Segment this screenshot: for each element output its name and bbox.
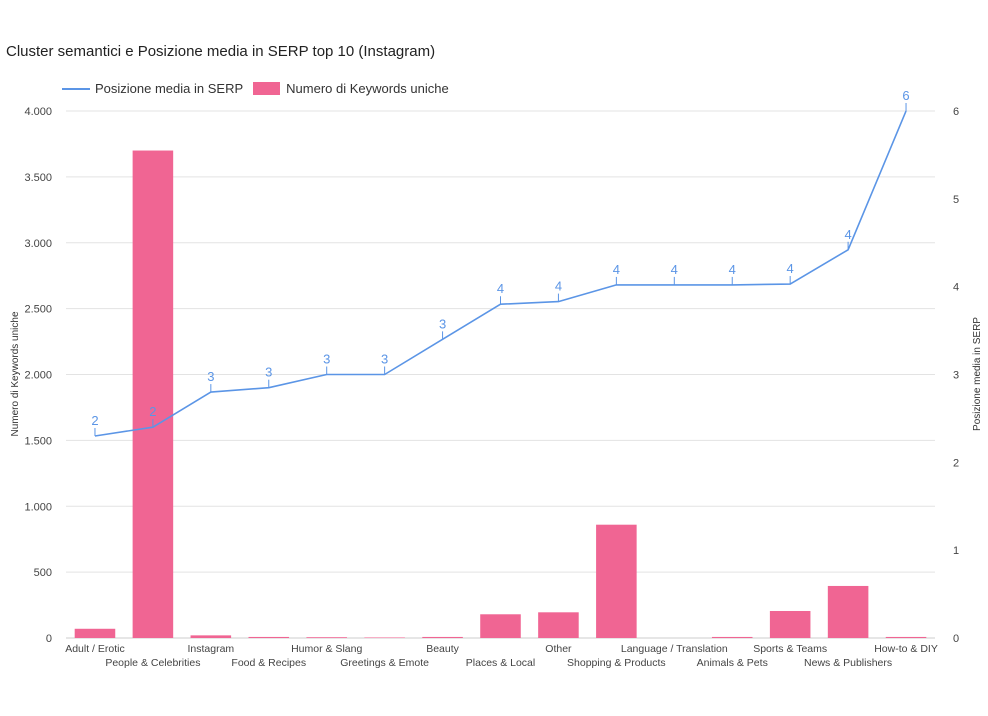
x-tick-label: Food & Recipes <box>231 657 306 669</box>
y-axis-title-right: Posizione media in SERP <box>972 317 983 431</box>
line-data-label: 3 <box>439 316 446 331</box>
chart-legend: Posizione media in SERP Numero di Keywor… <box>62 81 459 96</box>
y-tick-label-left: 500 <box>34 567 52 579</box>
legend-label-bar: Numero di Keywords uniche <box>286 81 449 96</box>
line-data-label: 4 <box>497 281 504 296</box>
y-tick-label-right: 6 <box>953 106 959 118</box>
line-data-label: 4 <box>613 262 620 277</box>
x-tick-label: Shopping & Products <box>567 657 666 669</box>
bar-14 <box>885 636 927 638</box>
line-data-label: 2 <box>149 404 156 419</box>
x-tick-label: Language / Translation <box>621 643 728 655</box>
x-tick-label: Beauty <box>426 643 459 655</box>
line-data-label: 6 <box>902 88 909 103</box>
x-tick-label: Sports & Teams <box>753 643 827 655</box>
bar-1 <box>132 150 174 638</box>
y-tick-label-right: 4 <box>953 282 959 294</box>
line-data-label: 3 <box>323 352 330 367</box>
y-tick-label-right: 1 <box>953 545 959 557</box>
y-tick-label-right: 0 <box>953 633 959 645</box>
legend-item-line[interactable]: Posizione media in SERP <box>62 81 243 96</box>
legend-label-line: Posizione media in SERP <box>95 81 244 96</box>
line-data-label: 3 <box>381 352 388 367</box>
y-tick-label-left: 1.500 <box>24 435 52 447</box>
line-data-label: 4 <box>729 262 736 277</box>
y-tick-label-left: 3.000 <box>24 238 52 250</box>
y-tick-label-left: 2.500 <box>24 304 52 316</box>
x-tick-label: Instagram <box>187 643 234 655</box>
x-tick-label: How-to & DIY <box>874 643 938 655</box>
x-tick-label: Other <box>545 643 572 655</box>
line-data-label: 3 <box>207 369 214 384</box>
legend-bar-swatch <box>253 82 281 95</box>
line-data-label: 4 <box>555 279 562 294</box>
y-tick-label-left: 4.000 <box>24 106 52 118</box>
bar-7 <box>480 614 521 638</box>
bar-8 <box>538 612 579 638</box>
chart-title: Cluster semantici e Posizione media in S… <box>6 43 436 60</box>
x-tick-label: People & Celebrities <box>105 657 200 669</box>
bar-9 <box>596 524 637 638</box>
x-tick-label: Humor & Slang <box>291 643 362 655</box>
line-data-label: 4 <box>787 261 794 276</box>
line-series-posizione <box>94 110 907 437</box>
x-tick-label: Places & Local <box>466 657 535 669</box>
line-data-label: 4 <box>671 262 678 277</box>
y-tick-label-left: 1.000 <box>24 501 52 513</box>
bar-6 <box>422 636 463 638</box>
bar-13 <box>827 585 869 638</box>
line-data-label: 4 <box>844 227 851 242</box>
legend-item-bar[interactable]: Numero di Keywords uniche <box>253 81 449 96</box>
x-tick-label: Greetings & Emote <box>340 657 429 669</box>
x-tick-label: Adult / Erotic <box>65 643 125 655</box>
y-axis-title-left: Numero di Keywords uniche <box>10 311 21 436</box>
y-tick-label-left: 3.500 <box>24 172 52 184</box>
bar-4 <box>306 637 347 638</box>
y-tick-label-right: 3 <box>953 370 959 382</box>
bar-2 <box>190 635 232 638</box>
x-tick-label: Animals & Pets <box>697 657 768 669</box>
legend-line-swatch <box>62 87 90 90</box>
y-tick-label-right: 2 <box>953 457 959 469</box>
y-tick-label-left: 2.000 <box>24 370 52 382</box>
bar-12 <box>769 610 811 638</box>
bar-5 <box>364 637 405 638</box>
y-tick-label-right: 5 <box>953 194 959 206</box>
x-tick-label: News & Publishers <box>804 657 892 669</box>
bar-11 <box>711 636 753 638</box>
line-data-label: 3 <box>265 365 272 380</box>
line-data-label: 2 <box>91 413 98 428</box>
bar-3 <box>248 636 290 638</box>
bar-0 <box>74 628 116 638</box>
y-tick-label-left: 0 <box>46 633 52 645</box>
